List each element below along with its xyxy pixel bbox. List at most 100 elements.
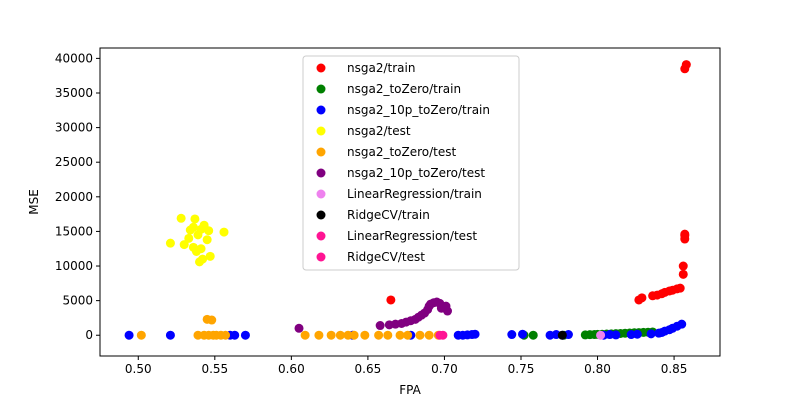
data-point: [374, 330, 384, 340]
data-point: [205, 251, 215, 261]
data-point: [507, 330, 517, 340]
legend-entry: LinearRegression/test: [347, 229, 477, 243]
data-point: [675, 283, 685, 293]
legend-entry: nsga2_toZero/test: [347, 145, 457, 159]
data-point: [632, 329, 642, 339]
data-points: [124, 60, 691, 340]
data-point: [300, 330, 310, 340]
x-tick-label: 0.80: [584, 362, 611, 376]
data-point: [335, 330, 345, 340]
data-point: [680, 229, 690, 239]
data-point: [528, 330, 538, 340]
data-point: [611, 330, 621, 340]
y-tick-label: 20000: [55, 190, 93, 204]
legend: nsga2/train nsga2_toZero/train nsga2_10p_t…: [302, 55, 520, 271]
data-point: [193, 230, 203, 240]
data-point: [179, 240, 189, 250]
data-point: [195, 257, 205, 267]
data-point: [326, 330, 336, 340]
data-point: [191, 246, 201, 256]
series-3: [165, 213, 229, 267]
x-tick-label: 0.50: [125, 362, 152, 376]
data-point: [202, 235, 212, 245]
x-axis-label: FPA: [399, 383, 421, 397]
legend-entry: nsga2/train: [347, 61, 415, 75]
y-tick-label: 40000: [55, 51, 93, 65]
x-axis: 0.50 0.55 0.60 0.65 0.70 0.75 0.80 0.85: [125, 356, 688, 376]
x-tick-label: 0.85: [661, 362, 688, 376]
legend-marker: [316, 168, 326, 178]
data-point: [230, 330, 240, 340]
x-tick-label: 0.60: [278, 362, 305, 376]
x-tick-label: 0.65: [355, 362, 382, 376]
data-point: [470, 329, 480, 339]
legend-box: [302, 55, 520, 271]
y-tick-label: 35000: [55, 86, 93, 100]
x-tick-label: 0.70: [431, 362, 458, 376]
legend-entry: nsga2/test: [347, 124, 411, 138]
data-point: [165, 238, 175, 248]
x-tick-label: 0.55: [201, 362, 228, 376]
data-point: [678, 261, 688, 271]
legend-marker: [316, 126, 326, 136]
plot-frame: [99, 47, 721, 357]
series-0: [386, 60, 691, 305]
legend-entry: RidgeCV/test: [347, 250, 425, 264]
data-point: [176, 213, 186, 223]
data-point: [395, 330, 405, 340]
data-point: [681, 60, 691, 70]
data-point: [349, 330, 359, 340]
legend-marker: [316, 231, 326, 241]
x-tick-label: 0.75: [508, 362, 535, 376]
data-point: [240, 330, 250, 340]
data-point: [557, 330, 567, 340]
y-tick-label: 15000: [55, 224, 93, 238]
legend-entry: LinearRegression/train: [347, 187, 482, 201]
y-axis: 0 5000 10000 15000 20000 25000 30000 35000 40000: [55, 51, 100, 342]
data-point: [221, 330, 231, 340]
data-point: [294, 323, 304, 333]
data-point: [637, 293, 647, 303]
legend-entry: nsga2_toZero/train: [347, 82, 461, 96]
data-point: [596, 330, 606, 340]
legend-marker: [316, 252, 326, 262]
data-point: [136, 330, 146, 340]
y-tick-label: 25000: [55, 155, 93, 169]
data-point: [190, 214, 200, 224]
data-point: [165, 330, 175, 340]
y-tick-label: 30000: [55, 121, 93, 135]
y-tick-label: 0: [85, 328, 93, 342]
legend-marker: [316, 84, 326, 94]
data-point: [184, 233, 194, 243]
data-point: [415, 330, 425, 340]
legend-entry: nsga2_10p_toZero/train: [347, 103, 490, 117]
data-point: [443, 306, 453, 316]
series-5: [294, 297, 453, 333]
series-9: [435, 330, 445, 340]
series-6: [596, 330, 606, 340]
data-point: [383, 330, 393, 340]
legend-marker: [316, 105, 326, 115]
data-point: [403, 330, 413, 340]
data-point: [424, 330, 434, 340]
data-point: [219, 227, 229, 237]
legend-entry: nsga2_10p_toZero/test: [347, 166, 485, 180]
data-point: [677, 319, 687, 329]
data-point: [435, 330, 445, 340]
series-7: [557, 330, 567, 340]
data-point: [204, 226, 214, 236]
legend-marker: [316, 210, 326, 220]
legend-marker: [316, 63, 326, 73]
data-point: [314, 330, 324, 340]
data-point: [518, 329, 528, 339]
data-point: [646, 329, 656, 339]
legend-marker: [316, 147, 326, 157]
data-point: [185, 225, 195, 235]
legend-marker: [316, 189, 326, 199]
data-point: [375, 321, 385, 331]
y-tick-label: 5000: [62, 294, 93, 308]
y-tick-label: 10000: [55, 259, 93, 273]
data-point: [386, 295, 396, 305]
data-point: [124, 330, 134, 340]
